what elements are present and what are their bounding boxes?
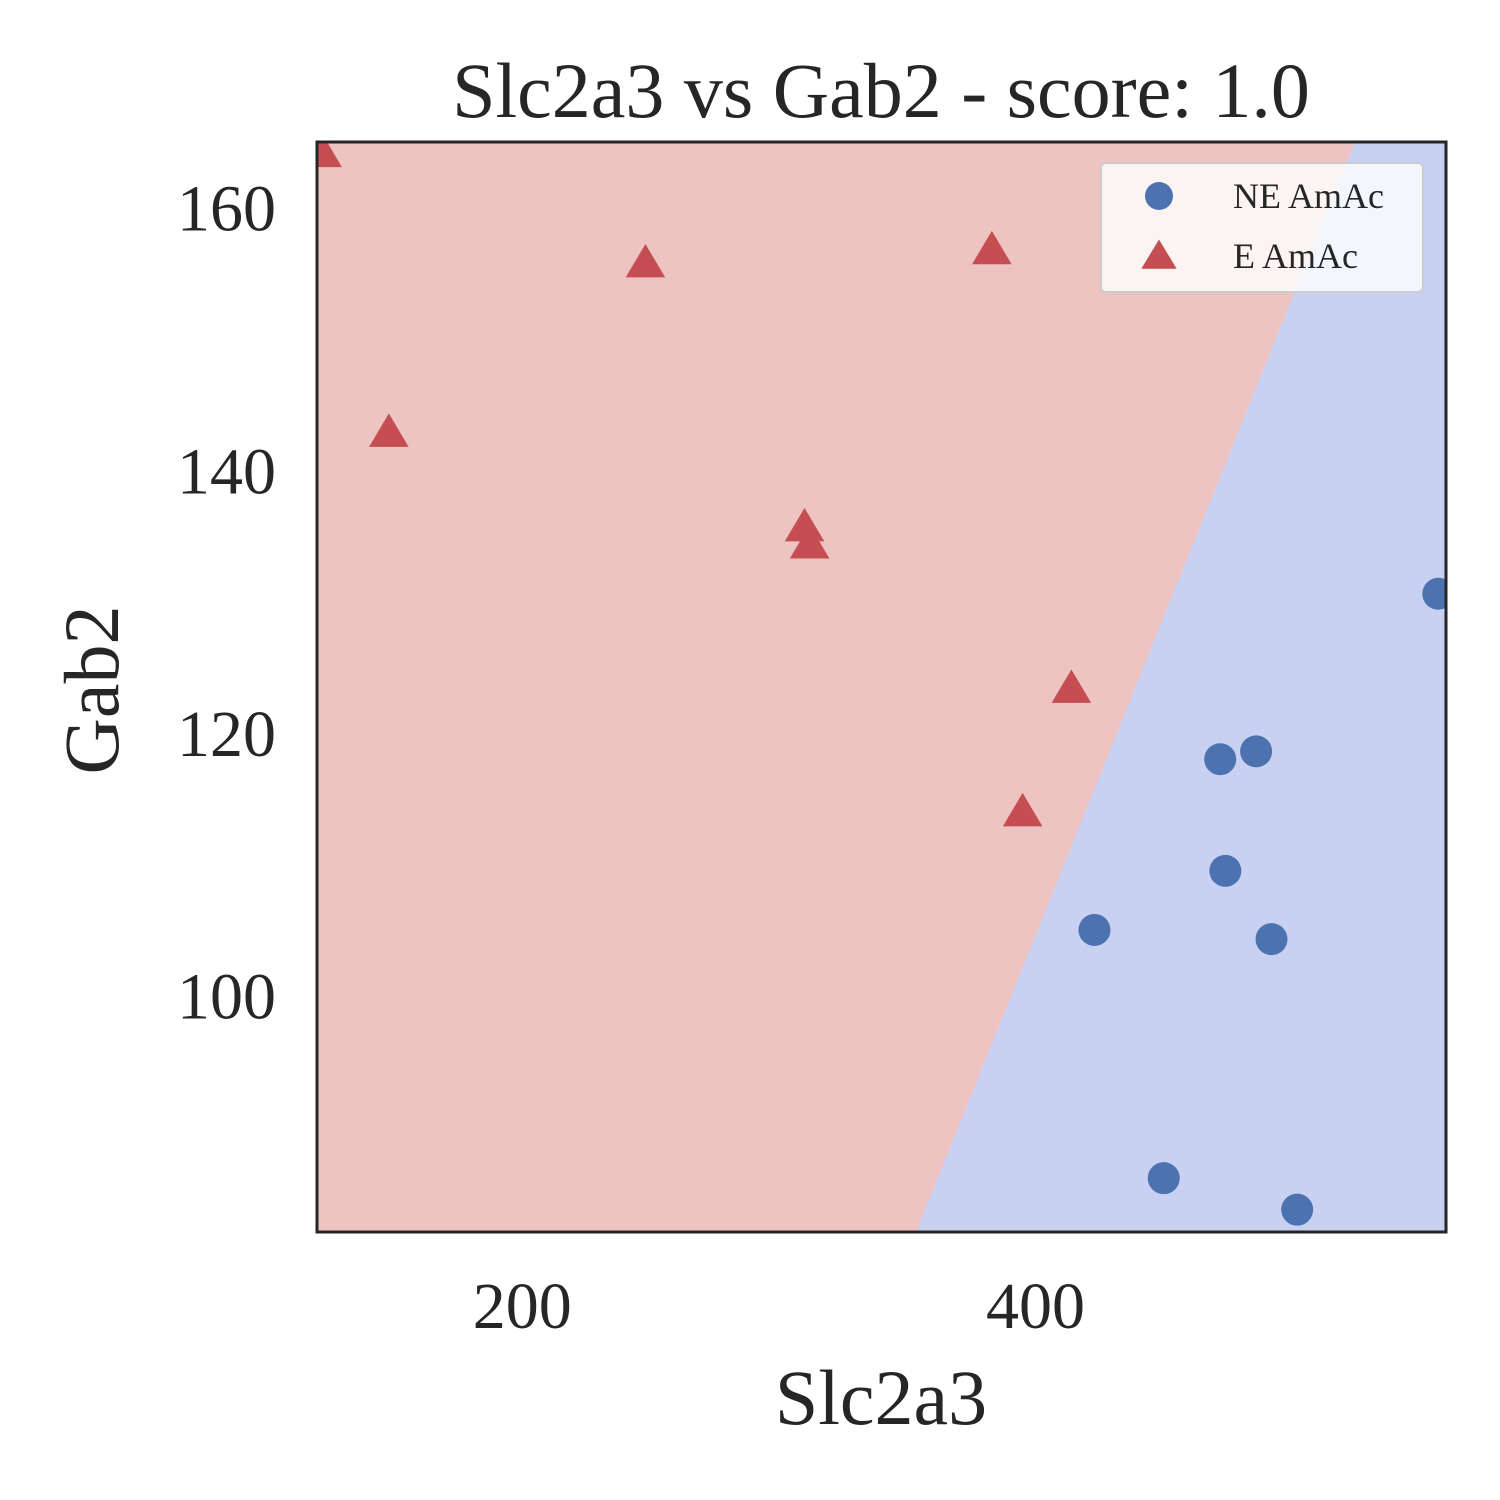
point-e-amac [1051,669,1092,703]
legend-label-e-amac: E AmAc [1233,236,1358,276]
point-ne-amac [1078,913,1111,946]
point-e-amac [972,230,1012,265]
point-ne-amac [1204,743,1237,776]
legend-marker-ne-amac [1145,182,1173,210]
legend-label-ne-amac: NE AmAc [1233,176,1384,216]
point-e-amac [789,525,830,559]
point-e-amac [784,507,825,542]
chart-title: Slc2a3 vs Gab2 - score: 1.0 [452,47,1310,134]
point-ne-amac [1209,854,1242,887]
point-ne-amac [1147,1162,1180,1195]
point-e-amac [1002,792,1043,827]
plot-area [317,142,1446,1232]
x-tick-label: 400 [986,1270,1085,1343]
point-ne-amac [1240,735,1273,768]
point-ne-amac [1281,1193,1314,1226]
point-e-amac [317,142,342,168]
point-e-amac [369,413,409,447]
y-tick-label: 100 [177,961,276,1034]
region-e-amac [317,142,1355,1232]
legend-box [1100,162,1424,293]
x-axis-label: Slc2a3 [775,1354,987,1441]
point-ne-amac [1422,577,1446,610]
x-tick-label: 200 [473,1270,572,1343]
legend-marker-e-amac [1141,239,1177,269]
plot-frame [315,140,1448,1234]
y-axis-label: Gab2 [48,606,135,775]
point-ne-amac [1255,923,1288,956]
legend: NE AmAc E AmAc [1100,162,1424,293]
y-tick-label: 120 [177,698,276,771]
y-tick-label: 140 [177,435,276,508]
y-tick-label: 160 [177,173,276,246]
y-axis-ticks: 100 120 140 160 [177,173,276,1034]
x-axis-ticks: 200 400 [473,1270,1085,1343]
data-points [317,142,1446,1226]
point-e-amac [625,243,666,278]
